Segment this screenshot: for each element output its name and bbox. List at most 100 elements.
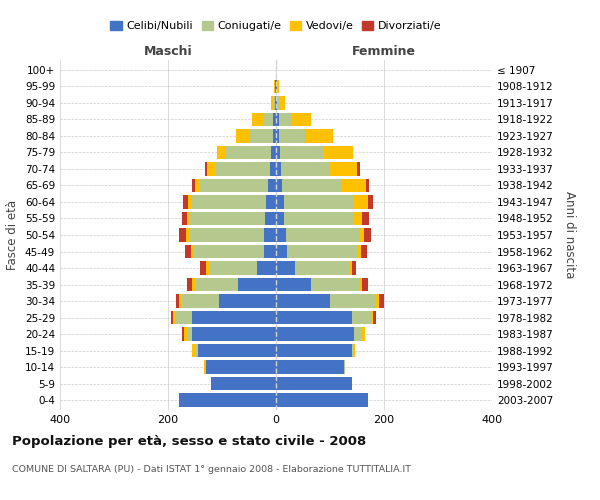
- Bar: [173, 311, 176, 324]
- Bar: [352, 311, 371, 324]
- Bar: [357, 162, 360, 175]
- Bar: [209, 262, 257, 274]
- Bar: [352, 262, 356, 274]
- Bar: [200, 179, 268, 192]
- Bar: [171, 311, 173, 324]
- Bar: [193, 179, 195, 192]
- Bar: [187, 212, 190, 225]
- Bar: [354, 328, 362, 340]
- Bar: [179, 394, 276, 406]
- Bar: [311, 278, 360, 291]
- Bar: [182, 196, 188, 208]
- Bar: [191, 245, 194, 258]
- Bar: [191, 196, 266, 208]
- Bar: [182, 294, 220, 308]
- Bar: [265, 212, 276, 225]
- Bar: [182, 328, 184, 340]
- Bar: [193, 311, 276, 324]
- Bar: [276, 96, 277, 110]
- Bar: [371, 311, 373, 324]
- Bar: [276, 196, 284, 208]
- Bar: [276, 394, 368, 406]
- Bar: [277, 80, 278, 93]
- Bar: [276, 130, 278, 142]
- Bar: [306, 130, 332, 142]
- Bar: [373, 311, 376, 324]
- Bar: [203, 360, 205, 374]
- Bar: [361, 245, 367, 258]
- Bar: [176, 294, 179, 308]
- Bar: [249, 130, 274, 142]
- Bar: [276, 344, 352, 357]
- Bar: [205, 162, 208, 175]
- Bar: [330, 162, 357, 175]
- Bar: [206, 360, 276, 374]
- Y-axis label: Anni di nascita: Anni di nascita: [563, 192, 576, 278]
- Y-axis label: Fasce di età: Fasce di età: [7, 200, 19, 270]
- Bar: [185, 245, 191, 258]
- Bar: [342, 179, 366, 192]
- Bar: [354, 196, 368, 208]
- Bar: [276, 212, 284, 225]
- Bar: [276, 146, 280, 159]
- Bar: [217, 146, 225, 159]
- Bar: [193, 328, 276, 340]
- Bar: [182, 212, 187, 225]
- Bar: [343, 360, 344, 374]
- Bar: [195, 278, 238, 291]
- Bar: [271, 146, 276, 159]
- Bar: [179, 228, 186, 241]
- Bar: [276, 162, 281, 175]
- Bar: [364, 228, 371, 241]
- Bar: [354, 212, 362, 225]
- Bar: [280, 96, 285, 110]
- Legend: Celibi/Nubili, Coniugati/e, Vedovi/e, Divorziati/e: Celibi/Nubili, Coniugati/e, Vedovi/e, Di…: [106, 16, 446, 36]
- Bar: [198, 344, 276, 357]
- Bar: [366, 179, 369, 192]
- Bar: [295, 262, 349, 274]
- Bar: [268, 179, 276, 192]
- Bar: [323, 146, 353, 159]
- Bar: [357, 245, 361, 258]
- Bar: [362, 328, 365, 340]
- Bar: [368, 196, 373, 208]
- Bar: [362, 278, 368, 291]
- Bar: [277, 96, 280, 110]
- Text: Maschi: Maschi: [143, 44, 193, 58]
- Bar: [284, 196, 354, 208]
- Bar: [193, 278, 195, 291]
- Bar: [274, 80, 275, 93]
- Bar: [215, 162, 269, 175]
- Bar: [235, 130, 249, 142]
- Bar: [278, 130, 306, 142]
- Bar: [220, 294, 276, 308]
- Bar: [179, 294, 182, 308]
- Bar: [276, 377, 352, 390]
- Bar: [352, 344, 354, 357]
- Bar: [278, 113, 292, 126]
- Bar: [276, 262, 295, 274]
- Bar: [176, 311, 193, 324]
- Bar: [188, 196, 191, 208]
- Bar: [281, 162, 330, 175]
- Bar: [276, 278, 311, 291]
- Bar: [276, 113, 278, 126]
- Bar: [271, 96, 274, 110]
- Bar: [184, 328, 187, 340]
- Bar: [276, 328, 354, 340]
- Bar: [195, 344, 198, 357]
- Bar: [238, 278, 276, 291]
- Bar: [274, 96, 275, 110]
- Bar: [206, 262, 209, 274]
- Bar: [211, 377, 276, 390]
- Bar: [284, 212, 354, 225]
- Bar: [292, 113, 311, 126]
- Bar: [195, 179, 200, 192]
- Bar: [225, 146, 271, 159]
- Bar: [359, 228, 364, 241]
- Text: Femmine: Femmine: [352, 44, 416, 58]
- Text: COMUNE DI SALTARA (PU) - Dati ISTAT 1° gennaio 2008 - Elaborazione TUTTITALIA.IT: COMUNE DI SALTARA (PU) - Dati ISTAT 1° g…: [12, 465, 411, 474]
- Bar: [274, 113, 276, 126]
- Bar: [276, 228, 286, 241]
- Bar: [349, 262, 352, 274]
